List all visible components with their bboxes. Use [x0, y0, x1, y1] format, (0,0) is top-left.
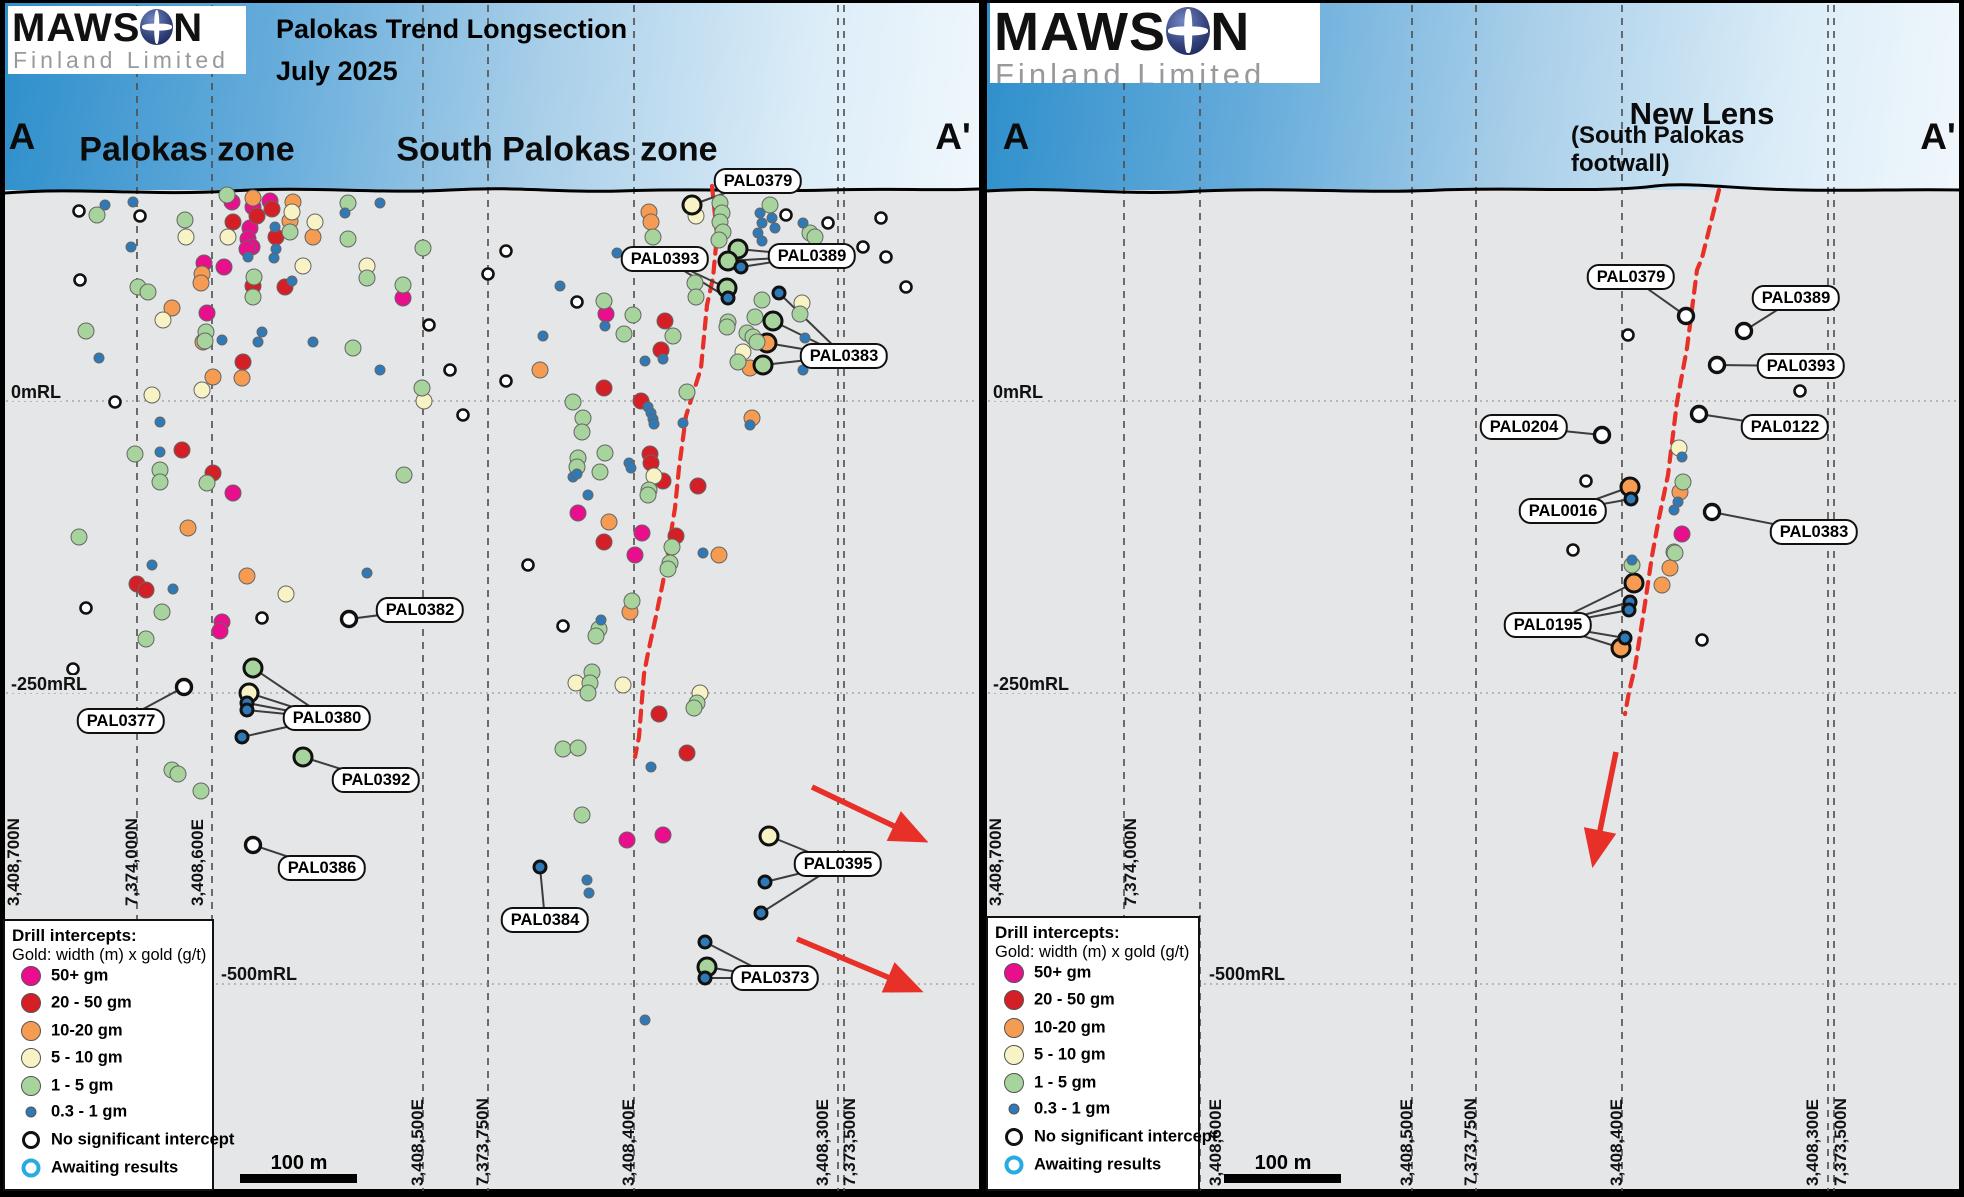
grid-coordinate-label: 7,373,750N: [473, 1098, 492, 1186]
legend-swatch-ns: [22, 1131, 40, 1149]
legend-label: 1 - 5 gm: [51, 1076, 114, 1095]
drillhole-label-PAL0204: PAL0204: [1479, 414, 1569, 440]
scale-bar: [1224, 1174, 1341, 1183]
figure-title: Palokas Trend Longsection July 2025: [276, 14, 628, 86]
legend-swatch-c1: [1004, 1073, 1024, 1093]
drillhole-label-PAL0384: PAL0384: [500, 907, 590, 933]
legend-label: 50+ gm: [51, 966, 109, 985]
legend-label: Awaiting results: [1034, 1155, 1162, 1174]
legend-subtitle: Gold: width (m) x gold (g/t): [12, 946, 207, 964]
elevation-label: 0mRL: [8, 383, 65, 401]
zone-label: New Lens: [1629, 96, 1775, 131]
mawson-logo-wordmark: MAWS N: [994, 3, 1251, 62]
grid-coordinate-label: 3,408,400E: [1607, 1099, 1626, 1186]
section-marker-a-prime: A': [1920, 116, 1956, 157]
legend-label: Awaiting results: [51, 1158, 179, 1177]
mawson-logo: MAWS N Finland Limited: [990, 3, 1320, 83]
legend-label: 20 - 50 gm: [1034, 990, 1115, 1009]
grid-coordinate-label: 3,408,300E: [813, 1099, 832, 1186]
zone-label: Palokas zone: [79, 130, 295, 169]
scale-bar: [240, 1174, 357, 1183]
drillhole-label-PAL0380: PAL0380: [282, 705, 372, 731]
legend-swatch-c03: [25, 1106, 37, 1118]
legend-swatch-c5: [21, 1048, 41, 1068]
mawson-compass-icon: [140, 9, 174, 45]
drillhole-label-PAL0389: PAL0389: [767, 243, 857, 269]
legend-swatch-c5: [1004, 1045, 1024, 1065]
mawson-logo-subtitle: Finland Limited: [995, 57, 1266, 83]
grid-coordinate-label: 3,408,500E: [1397, 1099, 1416, 1186]
zone-label: (South Palokas footwall): [1571, 122, 1745, 177]
drillhole-label-PAL0379: PAL0379: [1586, 264, 1676, 290]
section-marker-a-prime: A': [935, 116, 971, 157]
drillhole-label-PAL0373: PAL0373: [730, 965, 820, 991]
grid-coordinate-label: 7,373,500N: [1831, 1098, 1850, 1186]
grid-coordinate-label: 3,408,300E: [1803, 1099, 1822, 1186]
zone-label: South Palokas zone: [396, 130, 718, 169]
legend-swatch-c10: [1004, 1018, 1024, 1038]
grid-coordinate-label: 3,408,700N: [4, 818, 23, 906]
grid-coordinate-label: 3,408,500E: [408, 1099, 427, 1186]
legend-label: 10-20 gm: [51, 1021, 123, 1040]
section-marker-a: A: [8, 116, 36, 157]
legend-swatch-c50: [21, 966, 41, 986]
legend-label: No significant intercept: [1034, 1127, 1218, 1146]
drillhole-label-PAL0393: PAL0393: [1756, 353, 1846, 379]
mawson-logo-wordmark: MAWS N: [12, 6, 204, 50]
grid-coordinate-label: 7,373,500N: [840, 1098, 859, 1186]
elevation-label: -500mRL: [218, 965, 301, 983]
drillhole-label-PAL0393: PAL0393: [620, 246, 710, 272]
legend-title: Drill intercepts:: [12, 926, 137, 945]
legend-title: Drill intercepts:: [995, 923, 1120, 942]
grid-coordinate-label: 7,373,750N: [1461, 1098, 1480, 1186]
legend-swatch-c20: [21, 993, 41, 1013]
legend-swatch-aw: [21, 1158, 41, 1178]
legend-label: 50+ gm: [1034, 963, 1092, 982]
drillhole-label-PAL0377: PAL0377: [76, 708, 166, 734]
grid-coordinate-label: 3,408,400E: [619, 1099, 638, 1186]
mawson-logo-subtitle: Finland Limited: [13, 47, 229, 73]
legend-swatch-c10: [21, 1021, 41, 1041]
elevation-label: -500mRL: [1206, 965, 1289, 983]
grid-coordinate-label: 3,408,600E: [188, 819, 207, 906]
mawson-compass-icon: [1166, 6, 1211, 56]
scale-bar-label: 100 m: [270, 1152, 328, 1174]
legend-subtitle: Gold: width (m) x gold (g/t): [995, 943, 1190, 961]
legend-label: No significant intercept: [51, 1130, 235, 1149]
legend-label: 5 - 10 gm: [1034, 1045, 1106, 1064]
elevation-label: -250mRL: [990, 675, 1073, 693]
legend-swatch-aw: [1004, 1155, 1024, 1175]
legend-label: 20 - 50 gm: [51, 993, 132, 1012]
elevation-label: -250mRL: [8, 675, 91, 693]
drillhole-label-PAL0122: PAL0122: [1740, 414, 1830, 440]
drillhole-label-PAL0389: PAL0389: [1751, 285, 1841, 311]
drillhole-label-PAL0392: PAL0392: [331, 767, 421, 793]
grid-coordinate-label: 3,408,700N: [986, 818, 1005, 906]
legend-label: 1 - 5 gm: [1034, 1073, 1097, 1092]
legend-swatch-c20: [1004, 990, 1024, 1010]
legend-swatch-ns: [1005, 1128, 1023, 1146]
drillhole-label-PAL0379: PAL0379: [713, 168, 803, 194]
grid-coordinate-label: 7,374,000N: [1121, 818, 1140, 906]
elevation-label: 0mRL: [990, 383, 1047, 401]
legend-label: 10-20 gm: [1034, 1018, 1106, 1037]
drillhole-label-PAL0382: PAL0382: [375, 597, 465, 623]
section-marker-a: A: [1002, 116, 1030, 157]
legend-label: 0.3 - 1 gm: [51, 1102, 128, 1121]
drillhole-label-PAL0383: PAL0383: [1769, 519, 1859, 545]
drillhole-label-PAL0016: PAL0016: [1518, 498, 1608, 524]
legend-swatch-c1: [21, 1076, 41, 1096]
grid-coordinate-label: 7,374,000N: [122, 818, 141, 906]
legend-label: 5 - 10 gm: [51, 1048, 123, 1067]
scale-bar-label: 100 m: [1254, 1152, 1312, 1174]
legend-swatch-c50: [1004, 963, 1024, 983]
legend-swatch-c03: [1008, 1103, 1020, 1115]
drillhole-label-PAL0383: PAL0383: [799, 343, 889, 369]
mawson-logo: MAWS N Finland Limited: [8, 6, 246, 74]
drillhole-label-PAL0386: PAL0386: [277, 855, 367, 881]
drillhole-label-PAL0195: PAL0195: [1503, 612, 1593, 638]
drillhole-label-PAL0395: PAL0395: [793, 851, 883, 877]
legend-label: 0.3 - 1 gm: [1034, 1099, 1111, 1118]
